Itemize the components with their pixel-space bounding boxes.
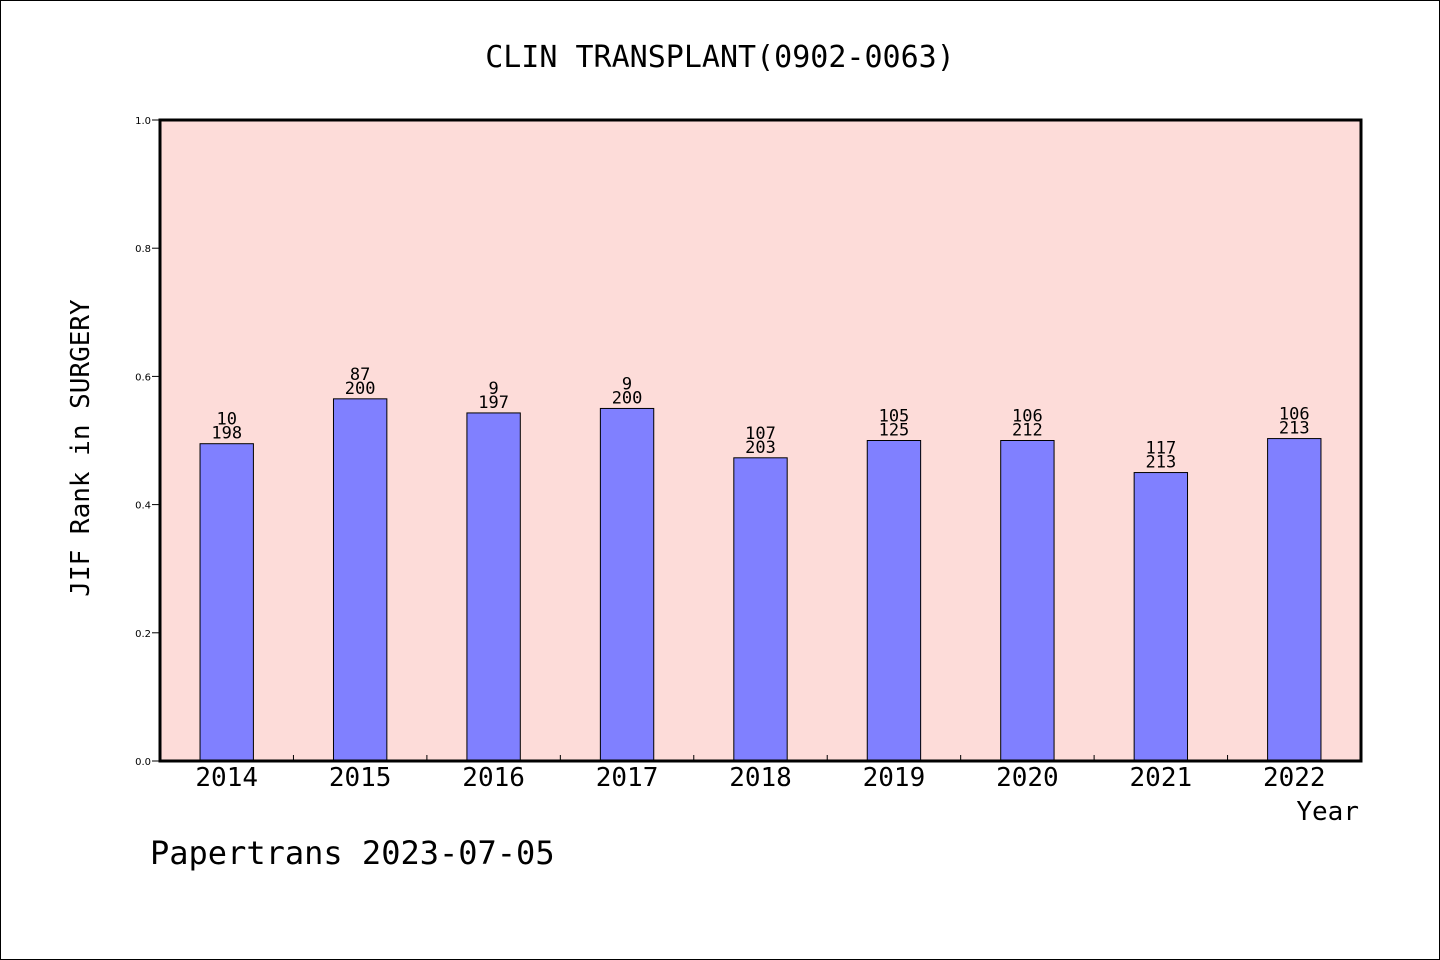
rank-label: 10	[216, 410, 236, 430]
rank-label: 106	[1012, 407, 1043, 427]
y-tick-label: 0.2	[135, 629, 151, 640]
x-axis-label: Year	[1296, 797, 1359, 827]
rank-label: 9	[622, 374, 632, 394]
total-label: 212	[1012, 421, 1043, 441]
y-tick-label: 0.6	[135, 372, 151, 383]
x-axis-ticks: 2014 2015 2016 2017 2018 2019 2020 2021 2022	[195, 755, 1326, 793]
bar-2015	[332, 398, 388, 762]
total-label: 203	[745, 438, 776, 458]
total-label: 213	[1145, 453, 1176, 473]
y-tick-label: 0.4	[135, 501, 151, 512]
x-tick-label: 2019	[863, 763, 926, 793]
chart-title: CLIN TRANSPLANT(0902-0063)	[485, 40, 955, 75]
x-tick-label: 2016	[462, 763, 525, 793]
total-label: 125	[879, 421, 910, 441]
x-tick-label: 2017	[596, 763, 659, 793]
bar-2017	[599, 407, 655, 762]
bar-2022	[1267, 438, 1322, 762]
total-label: 197	[478, 393, 509, 413]
total-label: 200	[345, 379, 376, 399]
bar-2014	[199, 443, 254, 762]
x-tick-label: 2021	[1130, 763, 1193, 793]
x-tick-label: 2015	[329, 763, 392, 793]
plot-border	[158, 118, 1363, 763]
footer-credit: Papertrans 2023-07-05	[150, 834, 555, 872]
x-tick-label: 2014	[195, 763, 258, 793]
rank-label: 107	[745, 424, 776, 444]
total-label: 213	[1279, 419, 1310, 439]
bar-2019	[866, 440, 922, 762]
x-tick-label: 2018	[729, 763, 792, 793]
total-label: 200	[612, 388, 643, 408]
rank-label: 9	[488, 379, 498, 399]
y-axis-ticks: 0.0 0.2 0.4 0.6 0.8 1.0	[135, 116, 160, 768]
y-tick-label: 0.8	[135, 244, 151, 255]
rank-label: 117	[1145, 439, 1176, 459]
bars	[199, 398, 1322, 762]
y-axis-label: JIF Rank in SURGERY	[66, 299, 96, 597]
x-tick-label: 2022	[1263, 763, 1326, 793]
bar-2021	[1133, 472, 1189, 762]
bar-2016	[466, 412, 521, 762]
rank-label: 105	[879, 407, 910, 427]
bar-2018	[733, 457, 788, 762]
rank-label: 106	[1279, 405, 1310, 425]
total-label: 198	[211, 424, 242, 444]
y-tick-label: 1.0	[135, 116, 151, 127]
x-tick-label: 2020	[996, 763, 1059, 793]
bar-2020	[1000, 440, 1055, 762]
y-tick-label: 0.0	[135, 757, 151, 768]
rank-label: 87	[350, 365, 370, 385]
